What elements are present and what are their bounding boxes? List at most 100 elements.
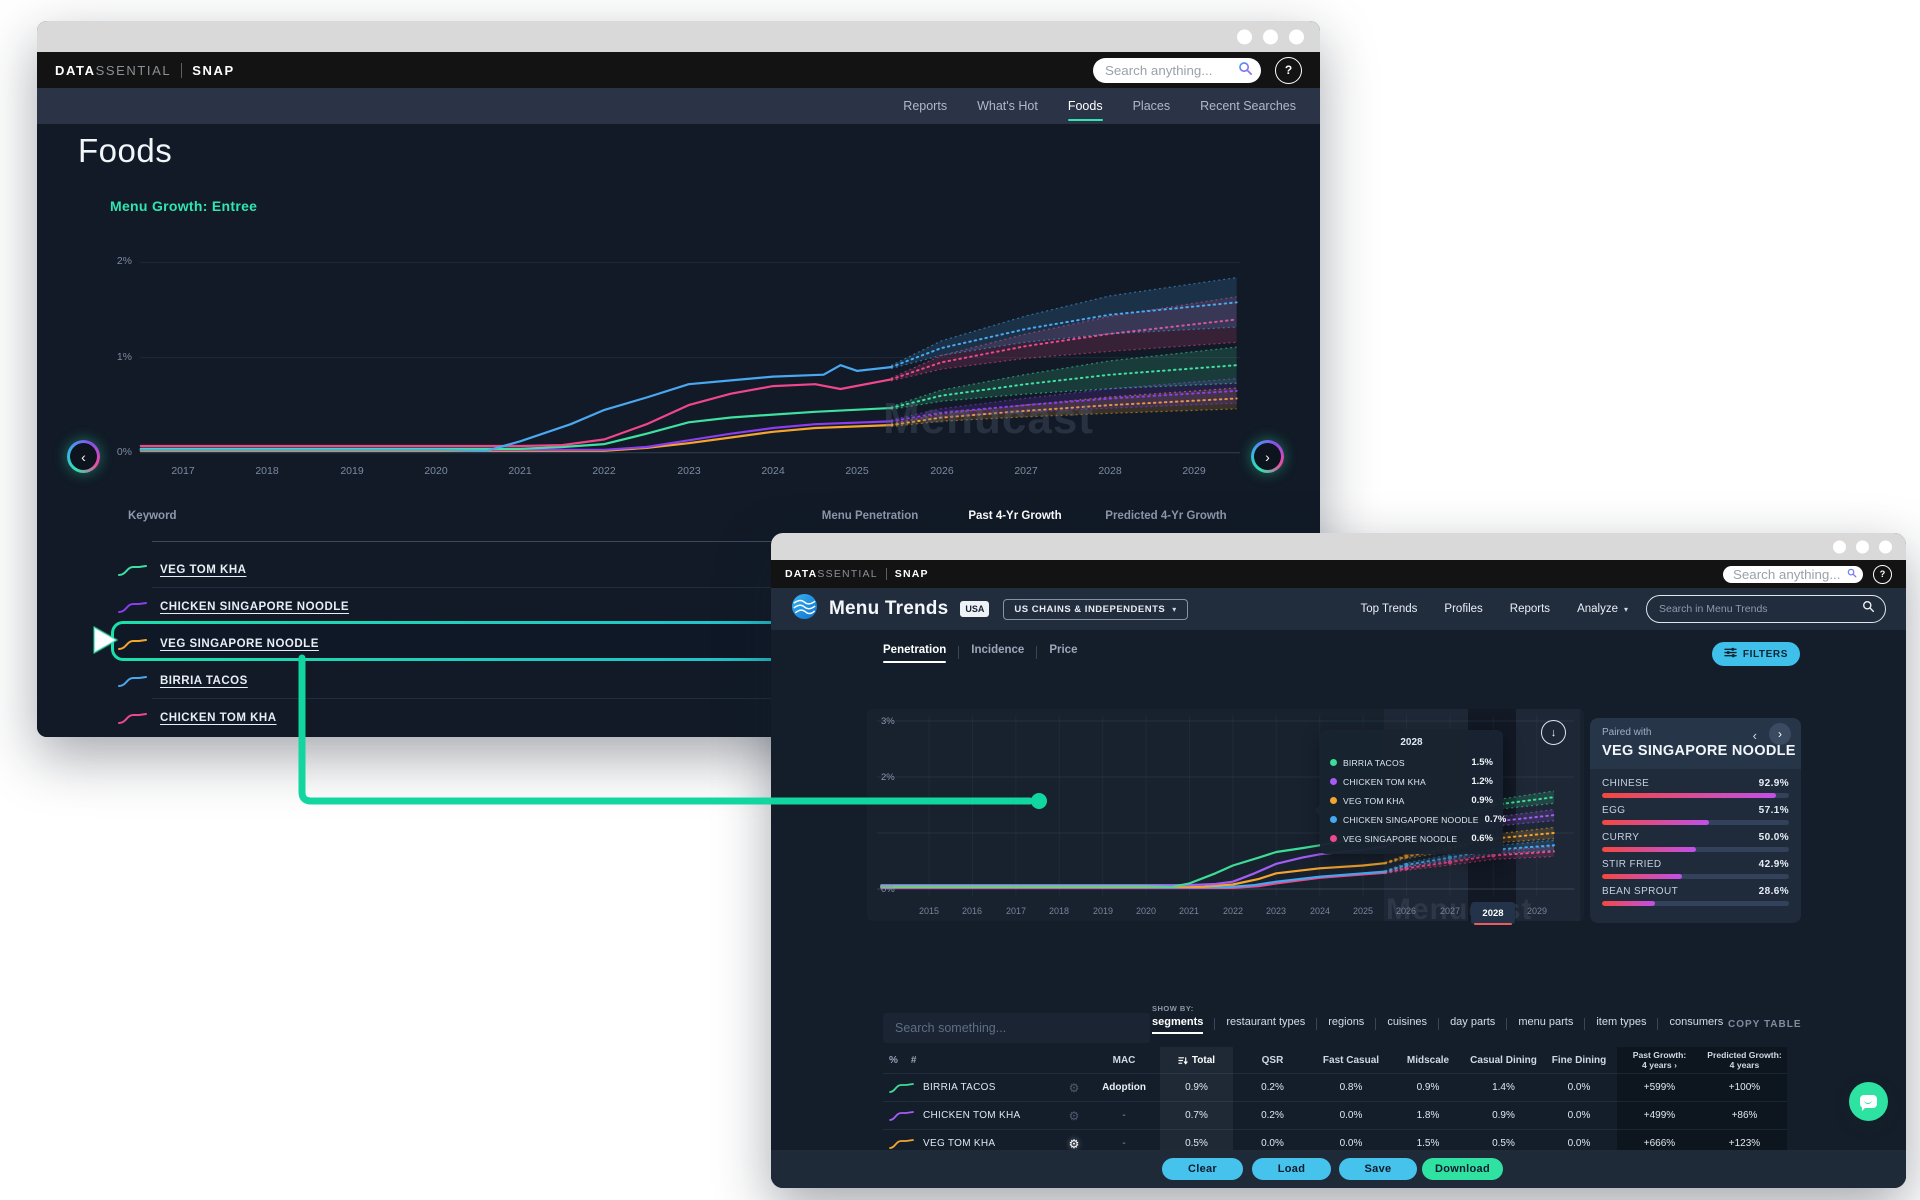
sort-column-header[interactable]: Predicted 4-Yr Growth bbox=[1105, 510, 1227, 522]
show-by-day-parts[interactable]: day parts bbox=[1450, 1016, 1496, 1028]
value-cell: 0.0% bbox=[1233, 1129, 1312, 1157]
x-tick[interactable]: 2022 bbox=[1222, 906, 1244, 916]
sort-column-header[interactable]: Menu Penetration bbox=[821, 510, 919, 522]
x-tick[interactable]: 2019 bbox=[1092, 906, 1114, 916]
show-by-regions[interactable]: regions bbox=[1328, 1016, 1365, 1028]
filters-button[interactable]: FILTERS bbox=[1711, 642, 1800, 666]
back-nav: Reports What's Hot Foods Places Recent Searc… bbox=[37, 88, 1320, 124]
search-anything-field[interactable] bbox=[1093, 57, 1261, 83]
x-tick[interactable]: 2024 bbox=[1309, 906, 1331, 916]
search-something-input[interactable] bbox=[893, 1020, 1140, 1036]
x-tick[interactable]: 2029 bbox=[1526, 906, 1548, 916]
column-header-growth[interactable]: Past Growth: 4 years › bbox=[1617, 1047, 1702, 1073]
search-icon[interactable] bbox=[1847, 568, 1857, 580]
window-controls[interactable] bbox=[1833, 540, 1892, 553]
show-by-cuisines[interactable]: cuisines bbox=[1387, 1016, 1428, 1028]
back-nav-item[interactable]: What's Hot bbox=[977, 99, 1038, 113]
column-header-growth[interactable]: Predicted Growth: 4 years bbox=[1702, 1047, 1787, 1073]
download-button[interactable]: Download bbox=[1422, 1158, 1503, 1180]
load-button[interactable]: Load bbox=[1252, 1158, 1331, 1180]
search-icon[interactable] bbox=[1238, 61, 1253, 79]
row-settings-cell[interactable]: ⚙ bbox=[1060, 1073, 1088, 1101]
table-header-cell bbox=[1060, 1047, 1088, 1073]
back-nav-item[interactable]: Places bbox=[1132, 99, 1171, 113]
column-header[interactable]: MAC bbox=[1112, 1054, 1136, 1066]
back-nav-item[interactable]: Recent Searches bbox=[1200, 99, 1296, 113]
search-anything-input[interactable] bbox=[1103, 61, 1238, 79]
keyword-row[interactable]: VEG SINGAPORE NOODLE bbox=[118, 625, 319, 662]
x-tick[interactable]: 2026 bbox=[1395, 906, 1417, 916]
tab-penetration[interactable]: Penetration bbox=[883, 644, 947, 663]
tab-price[interactable]: Price bbox=[1049, 644, 1078, 656]
show-by-segments[interactable]: segments bbox=[1152, 1016, 1204, 1034]
tooltip-row: VEG SINGAPORE NOODLE 0.6% bbox=[1330, 829, 1493, 848]
back-titlebar[interactable] bbox=[37, 21, 1320, 52]
x-tick: 2019 bbox=[340, 465, 364, 477]
x-tick[interactable]: 2018 bbox=[1048, 906, 1070, 916]
chart-prev-button[interactable]: ‹ bbox=[67, 440, 100, 473]
row-settings-cell[interactable]: ⚙ bbox=[1060, 1101, 1088, 1129]
x-tick[interactable]: 2017 bbox=[1005, 906, 1027, 916]
column-header[interactable]: Casual Dining bbox=[1470, 1054, 1537, 1066]
show-by-item-types[interactable]: item types bbox=[1596, 1016, 1647, 1028]
window-dot bbox=[1263, 29, 1278, 44]
x-tick[interactable]: 2021 bbox=[1178, 906, 1200, 916]
scope-dropdown[interactable]: US CHAINS & INDEPENDENTS ▾ bbox=[1003, 598, 1188, 620]
help-button[interactable]: ? bbox=[1275, 56, 1302, 84]
keyword-row[interactable]: BIRRIA TACOS bbox=[118, 662, 248, 699]
search-menu-trends-input[interactable] bbox=[1657, 602, 1862, 616]
x-tick: 2020 bbox=[424, 465, 448, 477]
column-header[interactable]: Midscale bbox=[1406, 1054, 1450, 1066]
front-titlebar[interactable] bbox=[771, 533, 1906, 560]
search-something-field[interactable] bbox=[883, 1013, 1150, 1043]
chart-next-button[interactable]: › bbox=[1251, 440, 1284, 473]
value-cell: 0.9% bbox=[1390, 1073, 1466, 1101]
row-settings-cell[interactable]: ⚙ bbox=[1060, 1129, 1088, 1157]
show-by-menu-parts[interactable]: menu parts bbox=[1518, 1016, 1574, 1028]
x-tick[interactable]: 2025 bbox=[1352, 906, 1374, 916]
paired-with-header: Paired with ‹ › VEG SINGAPORE NOODLE bbox=[1590, 718, 1801, 769]
front-nav-item[interactable]: Analyze ▾ bbox=[1577, 603, 1628, 615]
show-by-restaurant-types[interactable]: restaurant types bbox=[1226, 1016, 1306, 1028]
show-by-consumers[interactable]: consumers bbox=[1669, 1016, 1724, 1028]
paired-next-button[interactable]: › bbox=[1769, 723, 1791, 745]
x-tick[interactable]: 2016 bbox=[961, 906, 983, 916]
column-header[interactable]: Fast Casual bbox=[1322, 1054, 1380, 1066]
table-row-name[interactable]: VEG TOM KHA bbox=[883, 1129, 1060, 1157]
column-header-total[interactable]: Total bbox=[1160, 1047, 1233, 1073]
table-row-name[interactable]: CHICKEN TOM KHA bbox=[883, 1101, 1060, 1129]
tab-incidence[interactable]: Incidence bbox=[971, 644, 1025, 656]
column-header[interactable]: QSR bbox=[1261, 1054, 1284, 1066]
x-tick[interactable]: 2023 bbox=[1265, 906, 1287, 916]
sort-column-header[interactable]: Past 4-Yr Growth bbox=[968, 510, 1062, 522]
front-nav-item[interactable]: Top Trends bbox=[1360, 603, 1418, 615]
search-anything-field[interactable] bbox=[1723, 565, 1863, 583]
column-header[interactable]: Fine Dining bbox=[1551, 1054, 1607, 1066]
keyword-row[interactable]: CHICKEN SINGAPORE NOODLE bbox=[118, 588, 349, 625]
x-tick[interactable]: 2020 bbox=[1135, 906, 1157, 916]
copy-table-button[interactable]: COPY TABLE bbox=[1728, 1019, 1802, 1030]
back-nav-item[interactable]: Foods bbox=[1067, 88, 1103, 124]
clear-button[interactable]: Clear bbox=[1162, 1158, 1243, 1180]
brand-bold: DATA bbox=[55, 62, 96, 78]
search-icon[interactable] bbox=[1862, 600, 1875, 618]
keyword-row[interactable]: CHICKEN TOM KHA bbox=[118, 699, 277, 736]
keyword-row[interactable]: VEG TOM KHA bbox=[118, 551, 246, 588]
table-row-name[interactable]: BIRRIA TACOS bbox=[883, 1073, 1060, 1101]
x-tick-selected[interactable]: 2028 bbox=[1471, 902, 1515, 925]
help-button[interactable]: ? bbox=[1873, 564, 1892, 584]
front-nav-item[interactable]: Reports bbox=[1509, 603, 1551, 615]
x-tick[interactable]: 2027 bbox=[1439, 906, 1461, 916]
back-nav-item[interactable]: Reports bbox=[903, 99, 948, 113]
keyword-table-header: Keyword Menu Penetration Past 4-Yr Growth… bbox=[37, 510, 1320, 530]
window-controls[interactable] bbox=[1237, 29, 1304, 44]
front-nav-item[interactable]: Profiles bbox=[1444, 603, 1483, 615]
search-menu-trends-field[interactable] bbox=[1646, 595, 1886, 623]
search-anything-input[interactable] bbox=[1731, 565, 1847, 583]
chat-fab-button[interactable] bbox=[1849, 1082, 1888, 1121]
value-cell: 0.5% bbox=[1466, 1129, 1541, 1157]
download-chart-icon[interactable]: ↓ bbox=[1541, 720, 1566, 745]
save-button[interactable]: Save bbox=[1339, 1158, 1417, 1180]
x-tick[interactable]: 2015 bbox=[918, 906, 940, 916]
paired-prev-button[interactable]: ‹ bbox=[1752, 728, 1757, 743]
